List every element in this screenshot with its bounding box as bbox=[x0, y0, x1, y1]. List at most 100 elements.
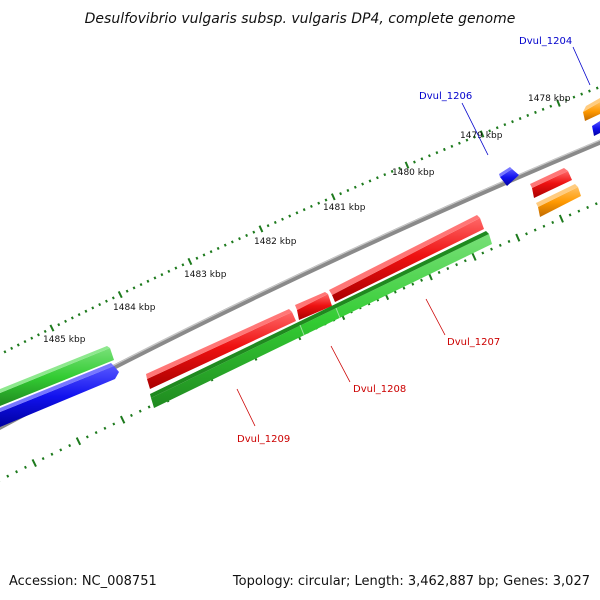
outer-tick bbox=[435, 151, 439, 155]
outer-tick bbox=[595, 86, 599, 90]
outer-tick bbox=[139, 283, 143, 287]
inner-tick bbox=[31, 458, 37, 468]
outer-tick bbox=[281, 217, 284, 221]
outer-tick bbox=[549, 104, 553, 108]
inner-tick bbox=[568, 213, 572, 217]
outer-tick bbox=[174, 266, 178, 270]
scale-label-1481: 1481 kbp bbox=[323, 203, 366, 213]
outer-tick bbox=[317, 201, 321, 205]
gene-label-dvul-1207[interactable]: Dvul_1207 bbox=[447, 337, 500, 348]
outer-tick bbox=[3, 350, 7, 354]
inner-tick bbox=[558, 214, 564, 223]
outer-tick bbox=[84, 309, 88, 313]
inner-tick bbox=[68, 443, 72, 448]
feature-blue-top-right[interactable] bbox=[592, 121, 600, 136]
outer-tick bbox=[495, 126, 499, 130]
inner-tick bbox=[103, 426, 107, 430]
inner-tick bbox=[463, 259, 467, 263]
feature-green-left[interactable] bbox=[0, 346, 114, 406]
outer-tick bbox=[70, 316, 74, 320]
inner-tick bbox=[507, 239, 511, 243]
outer-tick bbox=[64, 319, 67, 323]
outer-tick bbox=[339, 192, 343, 196]
inner-tick bbox=[85, 435, 89, 439]
outer-tick bbox=[503, 123, 507, 127]
inner-tick bbox=[446, 267, 450, 271]
outer-tick bbox=[181, 263, 185, 267]
outer-tick bbox=[202, 253, 206, 257]
outer-tick bbox=[413, 160, 416, 164]
outer-tick bbox=[288, 214, 292, 218]
inner-tick bbox=[437, 270, 441, 274]
outer-tick bbox=[230, 240, 234, 244]
inner-tick bbox=[15, 470, 19, 474]
feature-orange-1204[interactable] bbox=[583, 98, 600, 121]
outer-tick bbox=[361, 182, 365, 186]
outer-tick bbox=[427, 154, 431, 158]
outer-tick bbox=[167, 269, 171, 273]
outer-tick bbox=[98, 302, 102, 307]
feature-red-1207[interactable] bbox=[329, 215, 484, 302]
inner-tick bbox=[471, 252, 477, 261]
gene-label-dvul-1204[interactable]: Dvul_1204 bbox=[519, 36, 572, 47]
outer-tick bbox=[518, 117, 522, 121]
inner-tick bbox=[6, 474, 10, 478]
connector-dvul-1204 bbox=[572, 46, 591, 86]
outer-tick bbox=[375, 176, 379, 180]
feature-red-1209[interactable] bbox=[146, 309, 296, 389]
connector-dvul-1206 bbox=[461, 102, 489, 156]
feature-red-right[interactable] bbox=[530, 168, 572, 198]
outer-tick bbox=[195, 256, 199, 260]
outer-tick bbox=[273, 220, 277, 224]
outer-tick bbox=[258, 225, 264, 233]
outer-tick bbox=[16, 343, 20, 347]
outer-tick bbox=[309, 204, 313, 208]
feature-blue-1206[interactable] bbox=[499, 167, 519, 186]
gene-label-dvul-1209[interactable]: Dvul_1209 bbox=[237, 434, 290, 445]
connector-dvul-1209 bbox=[236, 388, 256, 427]
outer-tick bbox=[368, 179, 372, 183]
feature-blue-left[interactable] bbox=[0, 363, 119, 427]
inner-tick bbox=[533, 228, 537, 232]
outer-tick bbox=[111, 296, 115, 300]
outer-tick bbox=[450, 144, 454, 148]
outer-tick bbox=[324, 198, 328, 202]
outer-tick bbox=[23, 340, 27, 344]
gene-label-dvul-1206[interactable]: Dvul_1206 bbox=[419, 91, 472, 102]
feature-orange-right[interactable] bbox=[536, 184, 581, 217]
outer-tick bbox=[252, 230, 256, 234]
outer-tick bbox=[209, 250, 213, 254]
outer-tick bbox=[420, 157, 424, 161]
outer-tick bbox=[295, 211, 299, 215]
scale-label-1485: 1485 kbp bbox=[43, 335, 86, 345]
outer-tick bbox=[572, 95, 576, 99]
feature-red-1208[interactable] bbox=[295, 292, 332, 320]
outer-tick bbox=[457, 141, 461, 145]
outer-tick bbox=[117, 290, 123, 299]
inner-tick bbox=[75, 437, 82, 446]
outer-tick bbox=[37, 333, 40, 337]
scale-label-1478: 1478 kbp bbox=[528, 94, 571, 104]
connector-dvul-1207 bbox=[425, 298, 446, 336]
outer-tick bbox=[187, 257, 193, 266]
outer-tick bbox=[534, 110, 537, 114]
outer-tick bbox=[132, 286, 136, 290]
outer-tick-ring bbox=[3, 86, 599, 354]
inner-tick bbox=[525, 232, 528, 236]
outer-tick bbox=[580, 92, 584, 96]
outer-tick bbox=[473, 135, 476, 139]
outer-tick bbox=[302, 208, 306, 212]
inner-tick bbox=[138, 409, 142, 413]
outer-tick bbox=[588, 89, 591, 93]
outer-tick bbox=[57, 323, 61, 327]
inner-tick bbox=[94, 431, 98, 435]
outer-tick bbox=[330, 193, 336, 201]
gene-label-dvul-1208[interactable]: Dvul_1208 bbox=[353, 384, 406, 395]
outer-tick bbox=[526, 113, 530, 117]
outer-tick bbox=[465, 138, 469, 142]
inner-tick bbox=[59, 448, 63, 452]
outer-tick bbox=[442, 147, 446, 152]
outer-tick bbox=[390, 169, 394, 173]
inner-tick bbox=[455, 263, 459, 267]
feature-green-long[interactable] bbox=[150, 231, 492, 408]
